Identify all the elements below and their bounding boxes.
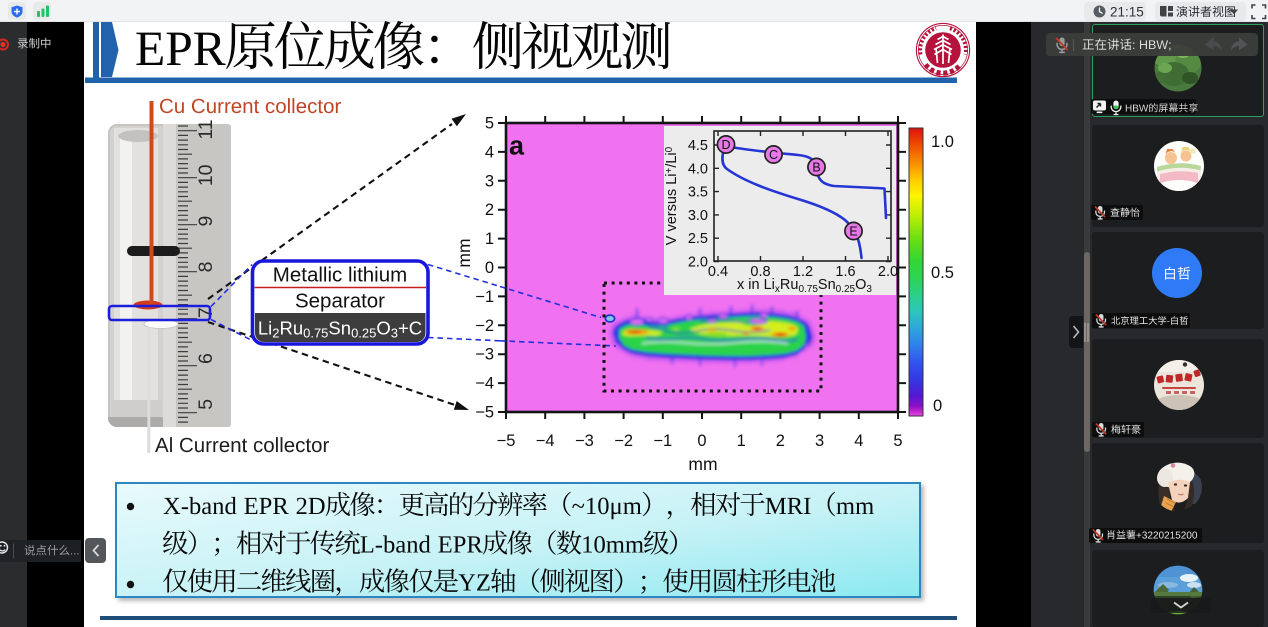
- svg-text:Metallic lithium: Metallic lithium: [273, 264, 407, 287]
- svg-text:2: 2: [485, 201, 494, 219]
- svg-text:−3: −3: [575, 432, 594, 450]
- svg-text:E: E: [849, 225, 857, 239]
- svg-text:−3: −3: [475, 346, 494, 364]
- svg-text:1.0: 1.0: [931, 133, 954, 151]
- svg-text:0.4: 0.4: [708, 264, 728, 280]
- svg-text:0.5: 0.5: [931, 264, 954, 282]
- svg-text:−2: −2: [475, 317, 494, 335]
- svg-text:−5: −5: [497, 432, 516, 450]
- svg-text:2: 2: [776, 432, 785, 450]
- svg-text:B: B: [812, 161, 820, 175]
- svg-text:3.0: 3.0: [688, 208, 708, 224]
- svg-text:−1: −1: [475, 288, 494, 306]
- svg-text:4.5: 4.5: [688, 138, 708, 154]
- svg-text:−4: −4: [536, 432, 555, 450]
- svg-text:−2: −2: [614, 432, 633, 450]
- svg-text:−1: −1: [653, 432, 672, 450]
- svg-text:C: C: [769, 148, 778, 162]
- svg-text:11: 11: [195, 119, 217, 139]
- svg-text:mm: mm: [454, 238, 474, 267]
- svg-text:4: 4: [485, 143, 494, 161]
- svg-text:−4: −4: [475, 375, 494, 393]
- svg-text:0: 0: [933, 397, 942, 415]
- svg-text:2.0: 2.0: [688, 255, 708, 271]
- svg-text:2.5: 2.5: [688, 231, 708, 247]
- svg-text:Li2Ru0.75Sn0.25O3+C: Li2Ru0.75Sn0.25O3+C: [258, 318, 422, 341]
- svg-text:3: 3: [485, 172, 494, 190]
- svg-text:5: 5: [485, 115, 494, 133]
- svg-text:1.6: 1.6: [835, 264, 855, 280]
- svg-text:D: D: [721, 138, 730, 152]
- svg-text:9: 9: [195, 216, 217, 227]
- svg-text:1: 1: [485, 230, 494, 248]
- svg-text:4.0: 4.0: [688, 161, 708, 177]
- svg-text:4: 4: [854, 432, 863, 450]
- svg-text:7: 7: [195, 307, 217, 318]
- svg-text:0.8: 0.8: [750, 264, 770, 280]
- svg-text:2.0: 2.0: [878, 264, 898, 280]
- svg-text:1: 1: [737, 432, 746, 450]
- svg-text:−5: −5: [475, 404, 494, 422]
- svg-text:mm: mm: [688, 454, 717, 474]
- svg-text:1.2: 1.2: [793, 264, 813, 280]
- svg-text:5: 5: [893, 432, 902, 450]
- svg-text:0: 0: [485, 259, 494, 277]
- svg-text:a: a: [509, 131, 525, 161]
- svg-text:3.5: 3.5: [688, 185, 708, 201]
- svg-text:8: 8: [195, 261, 217, 272]
- svg-text:6: 6: [195, 353, 217, 364]
- svg-text:21:15: 21:15: [1110, 5, 1144, 20]
- svg-text:Separator: Separator: [295, 290, 385, 313]
- svg-text:V versus Li+/Li0: V versus Li+/Li0: [664, 146, 680, 245]
- svg-text:10: 10: [195, 164, 217, 186]
- svg-text:5: 5: [195, 399, 217, 410]
- svg-text:0: 0: [697, 432, 706, 450]
- svg-text:3: 3: [815, 432, 824, 450]
